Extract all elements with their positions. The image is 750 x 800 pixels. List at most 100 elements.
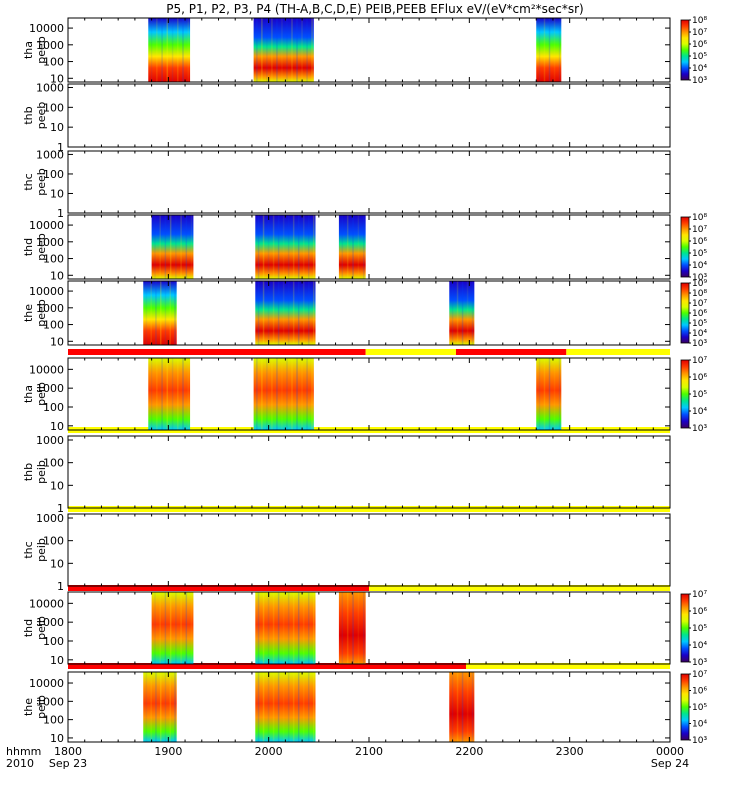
x-tick-label: 2100 xyxy=(355,745,383,758)
panel-label-product: peib xyxy=(35,538,48,562)
spectrogram-texture xyxy=(282,672,285,742)
spectrogram-texture xyxy=(297,281,300,345)
colorbar-tick-label: 10⁴ xyxy=(692,261,707,271)
spectrogram-block xyxy=(536,358,562,430)
y-tick-label: 10000 xyxy=(29,597,64,610)
colorbar-tick-label: 10⁶ xyxy=(692,373,707,383)
spectrogram-texture xyxy=(277,672,280,742)
panel-label-probe: thc xyxy=(22,541,35,558)
spectrogram-texture xyxy=(456,281,459,345)
spectrogram-texture xyxy=(281,358,283,430)
colorbar-tick-label: 10³ xyxy=(692,339,707,349)
y-tick-label: 1000 xyxy=(36,81,64,94)
spectrogram-texture xyxy=(171,358,174,430)
spectrogram-texture xyxy=(302,215,305,279)
y-tick-label: 1000 xyxy=(36,512,64,525)
panel-frame xyxy=(67,435,671,509)
y-tick-label: 100 xyxy=(43,714,64,727)
spectrogram-texture xyxy=(272,672,275,742)
y-tick-label: 1 xyxy=(57,502,64,515)
spectrogram-texture xyxy=(291,18,293,82)
colorbar-tick-label: 10⁶ xyxy=(692,607,707,617)
mode-bar-the-peib xyxy=(68,663,670,669)
panel-label-product: peib xyxy=(35,695,48,719)
colorbar-tick-label: 10⁷ xyxy=(692,356,707,366)
spectrogram-texture xyxy=(466,672,469,742)
spectrogram-texture xyxy=(292,672,295,742)
panel-thc-peib: 1 10 100 1000 thc peib xyxy=(22,512,671,593)
spectrogram-texture xyxy=(257,592,260,664)
spectrogram-block xyxy=(449,672,475,742)
spectrogram-texture xyxy=(145,672,148,742)
colorbar-tick-label: 10⁵ xyxy=(692,390,707,400)
spectrogram-texture xyxy=(154,592,156,664)
spectrogram-texture xyxy=(262,281,265,345)
colorbar xyxy=(680,216,690,278)
spectrogram-texture xyxy=(352,215,354,279)
colorbar-tick-label: 10⁸ xyxy=(692,16,707,26)
spectrogram-texture xyxy=(190,592,193,664)
x-tick-label: 0000 xyxy=(656,745,684,758)
spectrogram-texture xyxy=(169,281,172,345)
spectrogram-block xyxy=(151,215,194,279)
y-tick-label: 1000 xyxy=(36,382,64,395)
spectrogram-texture xyxy=(286,358,288,430)
y-tick-label: 100 xyxy=(43,319,64,332)
panel-tha-peib: 10 100 1000 10000 tha peib 10³ 10⁴ 10⁵ 10⁶ 10⁷ xyxy=(22,356,707,434)
panel-label-probe: tha xyxy=(22,41,35,59)
colorbar-tick-label: 10⁶ xyxy=(692,309,707,319)
spectrogram-texture xyxy=(164,672,167,742)
spectrogram-block xyxy=(255,215,316,279)
spectrogram-texture xyxy=(272,215,275,279)
panel-data xyxy=(148,18,562,82)
panel-label-product: peib xyxy=(35,616,48,640)
spectrogram-texture xyxy=(292,281,295,345)
spectrogram-texture xyxy=(150,281,152,345)
y-tick-label: 10000 xyxy=(29,677,64,690)
y-tick-label: 10 xyxy=(50,269,64,282)
spectrogram-texture xyxy=(276,358,278,430)
spectrogram-texture xyxy=(261,18,263,82)
panel-data xyxy=(148,358,562,430)
spectrogram-texture xyxy=(159,592,161,664)
y-tick-label: 1 xyxy=(57,580,64,593)
spectrogram-texture xyxy=(166,18,169,82)
y-tick-label: 100 xyxy=(43,56,64,69)
spectrogram-texture xyxy=(175,215,177,279)
spectrogram-texture xyxy=(543,18,546,82)
mode-bar-thd-peib xyxy=(68,585,670,591)
spectrogram-texture xyxy=(312,592,315,664)
colorbar-tick-label: 10⁵ xyxy=(692,319,707,329)
spectrogram-texture xyxy=(558,358,561,430)
spectrogram-texture xyxy=(166,358,169,430)
y-tick-label: 10 xyxy=(50,72,64,85)
spectrogram-texture xyxy=(362,592,365,664)
spectrogram-texture xyxy=(169,672,172,742)
x-date-label: Sep 24 xyxy=(651,757,689,770)
colorbar-tick-label: 10⁵ xyxy=(692,624,707,634)
panel-the-peib: 10 100 1000 10000 the peib 10³ 10⁴ 10⁵ 10⁶ 10⁷ xyxy=(22,670,707,746)
x-tick-label: 2000 xyxy=(255,745,283,758)
spectrogram-texture xyxy=(266,358,268,430)
spectrogram-block xyxy=(449,281,475,345)
spectrogram-texture xyxy=(185,215,188,279)
colorbar-tick-label: 10⁴ xyxy=(692,329,707,339)
mode-bar-thc-peib xyxy=(68,506,670,512)
spectrogram-texture xyxy=(262,215,265,279)
spectrogram-texture xyxy=(548,358,551,430)
plot-title: P5, P1, P2, P3, P4 (TH-A,B,C,D,E) PEIB,P… xyxy=(166,2,583,16)
spectrogram-block xyxy=(338,215,366,279)
colorbar-tick-label: 10⁸ xyxy=(692,289,707,299)
spectrogram-block xyxy=(338,592,366,664)
spectrogram-texture xyxy=(451,281,454,345)
spectrogram-texture xyxy=(262,672,265,742)
spectrogram-texture xyxy=(169,215,172,279)
y-tick-label: 1000 xyxy=(36,434,64,447)
spectrogram-texture xyxy=(471,281,474,345)
spectrogram-texture xyxy=(297,215,300,279)
x-tick-label: 2300 xyxy=(556,745,584,758)
spectrogram-texture xyxy=(306,18,308,82)
panel-data xyxy=(151,215,366,279)
spectrogram-texture xyxy=(346,215,349,279)
